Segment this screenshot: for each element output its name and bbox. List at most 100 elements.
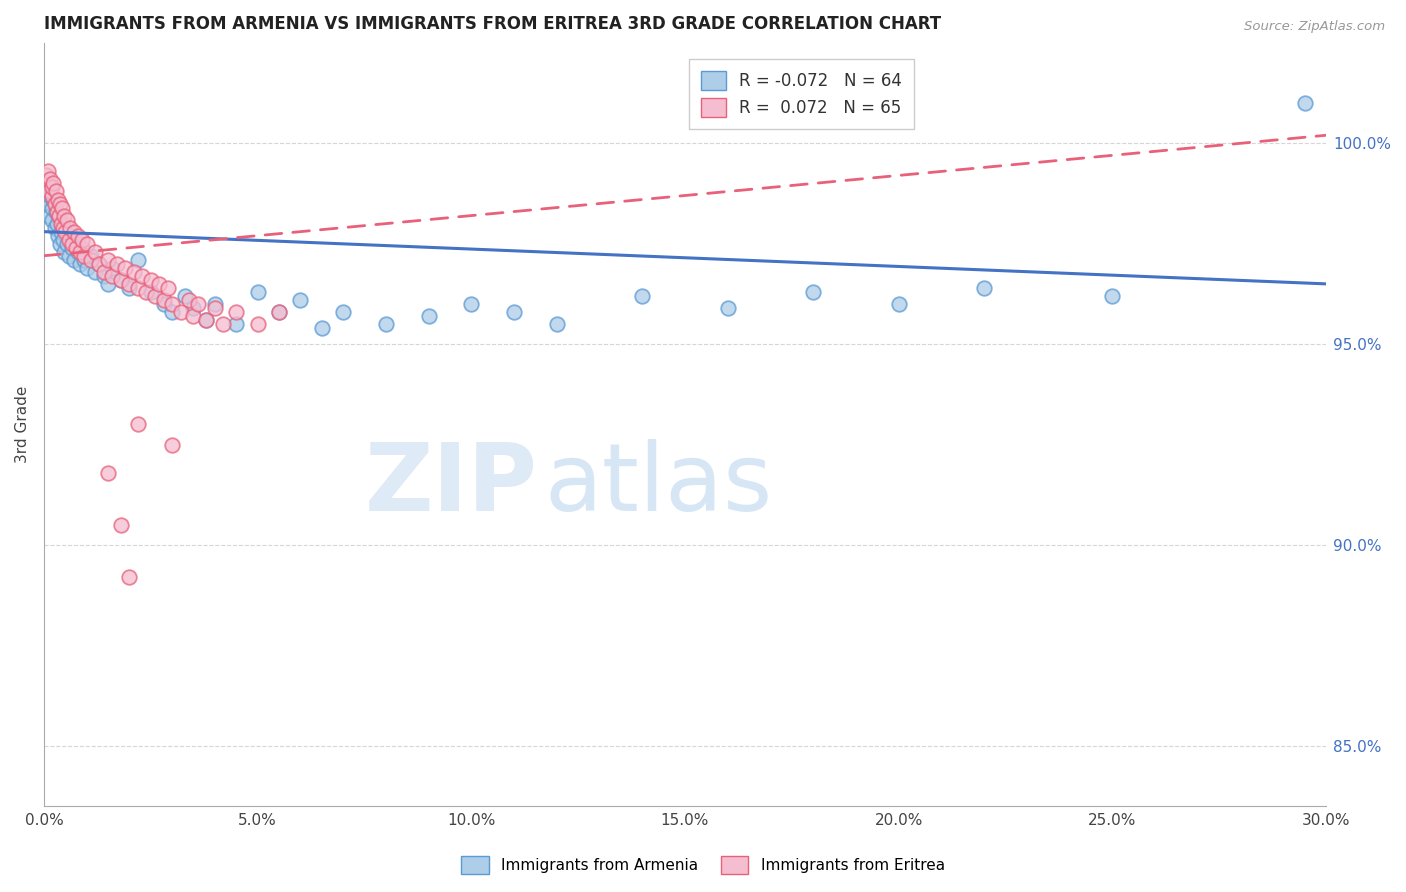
Point — [801, 285, 824, 299]
Point — [179, 293, 201, 307]
Point — [114, 260, 136, 275]
Text: IMMIGRANTS FROM ARMENIA VS IMMIGRANTS FROM ERITREA 3RD GRADE CORRELATION CHART: IMMIGRANTS FROM ARMENIA VS IMMIGRANTS FR… — [44, 15, 941, 33]
Point — [72, 233, 94, 247]
Point — [418, 309, 440, 323]
Point — [93, 265, 115, 279]
Point — [131, 268, 153, 283]
Point — [37, 177, 59, 191]
Point — [105, 257, 128, 271]
Point — [35, 169, 58, 183]
Point — [152, 293, 174, 307]
Text: Source: ZipAtlas.com: Source: ZipAtlas.com — [1244, 20, 1385, 33]
Point — [187, 297, 209, 311]
Point — [69, 257, 91, 271]
Point — [118, 281, 141, 295]
Point — [183, 301, 205, 315]
Point — [127, 417, 149, 432]
Legend: Immigrants from Armenia, Immigrants from Eritrea: Immigrants from Armenia, Immigrants from… — [456, 850, 950, 880]
Point — [212, 317, 235, 331]
Point — [51, 201, 73, 215]
Point — [97, 466, 120, 480]
Point — [49, 196, 72, 211]
Y-axis label: 3rd Grade: 3rd Grade — [15, 385, 30, 463]
Point — [37, 164, 59, 178]
Point — [53, 244, 76, 259]
Point — [246, 285, 269, 299]
Point — [58, 220, 80, 235]
Point — [80, 249, 103, 263]
Point — [290, 293, 312, 307]
Point — [58, 233, 80, 247]
Point — [1294, 96, 1316, 111]
Text: ZIP: ZIP — [364, 440, 537, 532]
Point — [58, 225, 80, 239]
Point — [37, 177, 59, 191]
Point — [62, 252, 84, 267]
Point — [118, 570, 141, 584]
Point — [76, 260, 98, 275]
Point — [60, 241, 83, 255]
Point — [41, 201, 63, 215]
Point — [225, 317, 247, 331]
Point — [39, 188, 62, 202]
Point — [160, 437, 183, 451]
Point — [89, 257, 111, 271]
Point — [67, 228, 90, 243]
Point — [41, 188, 63, 202]
Point — [45, 185, 67, 199]
Point — [65, 233, 87, 247]
Point — [183, 309, 205, 323]
Point — [127, 252, 149, 267]
Point — [38, 209, 60, 223]
Point — [42, 177, 65, 191]
Point — [67, 244, 90, 259]
Point — [62, 225, 84, 239]
Point — [122, 265, 145, 279]
Point — [52, 233, 75, 247]
Point — [58, 249, 80, 263]
Point — [84, 265, 107, 279]
Point — [97, 277, 120, 291]
Point — [65, 241, 87, 255]
Point — [46, 193, 69, 207]
Point — [311, 321, 333, 335]
Point — [717, 301, 740, 315]
Point — [52, 220, 75, 235]
Point — [546, 317, 568, 331]
Point — [101, 260, 124, 275]
Point — [631, 289, 654, 303]
Point — [169, 305, 191, 319]
Point — [332, 305, 354, 319]
Point — [39, 172, 62, 186]
Point — [49, 225, 72, 239]
Point — [135, 285, 157, 299]
Point — [69, 244, 91, 259]
Point — [35, 185, 58, 199]
Point — [374, 317, 396, 331]
Point — [56, 212, 79, 227]
Point — [72, 241, 94, 255]
Point — [139, 273, 162, 287]
Point — [56, 236, 79, 251]
Point — [60, 236, 83, 251]
Point — [160, 305, 183, 319]
Point — [267, 305, 290, 319]
Point — [195, 313, 218, 327]
Point — [89, 257, 111, 271]
Point — [46, 228, 69, 243]
Point — [174, 289, 197, 303]
Point — [143, 289, 166, 303]
Point — [160, 297, 183, 311]
Point — [80, 252, 103, 267]
Point — [41, 180, 63, 194]
Point — [48, 209, 70, 223]
Point — [110, 273, 132, 287]
Point — [51, 217, 73, 231]
Point — [73, 252, 96, 267]
Text: atlas: atlas — [544, 440, 772, 532]
Point — [110, 273, 132, 287]
Point — [225, 305, 247, 319]
Point — [41, 212, 63, 227]
Point — [156, 281, 179, 295]
Point — [73, 249, 96, 263]
